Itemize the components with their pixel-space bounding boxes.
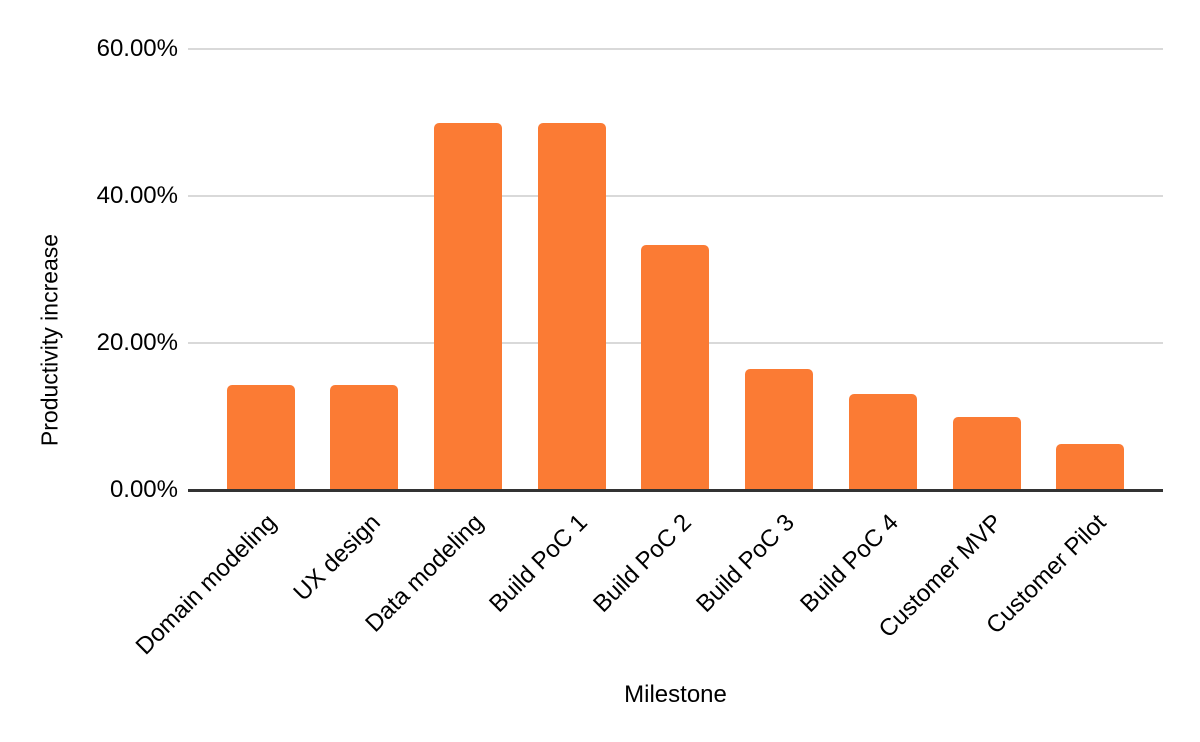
bar-build-poc-3: [745, 368, 814, 490]
x-label-build-poc-4: Build PoC 4: [795, 509, 904, 618]
bar-build-poc-4: [848, 393, 917, 490]
bar-build-poc-2: [641, 245, 710, 490]
bar-domain-modeling: [226, 384, 295, 490]
bar-data-modeling: [433, 122, 502, 490]
bar-build-poc-1: [537, 122, 606, 490]
x-label-ux-design: UX design: [287, 509, 386, 607]
x-label-build-poc-1: Build PoC 1: [484, 509, 593, 618]
bar-customer-mvp: [952, 416, 1021, 490]
y-tick-label-40: 40.00%: [96, 182, 178, 209]
x-label-build-poc-3: Build PoC 3: [691, 509, 801, 618]
x-label-build-poc-2: Build PoC 2: [587, 509, 697, 618]
x-axis-line: [188, 489, 1163, 492]
y-tick-label-0: 0.00%: [109, 476, 178, 503]
gridline-40: [188, 195, 1163, 197]
bar-customer-pilot: [1056, 443, 1125, 490]
y-tick-label-20: 20.00%: [96, 329, 178, 356]
gridline-60: [188, 48, 1163, 50]
bar-ux-design: [330, 384, 399, 490]
x-label-domain-modeling: Domain modeling: [130, 509, 282, 661]
y-tick-label-60: 60.00%: [96, 35, 178, 62]
x-axis-title: Milestone: [624, 681, 727, 708]
